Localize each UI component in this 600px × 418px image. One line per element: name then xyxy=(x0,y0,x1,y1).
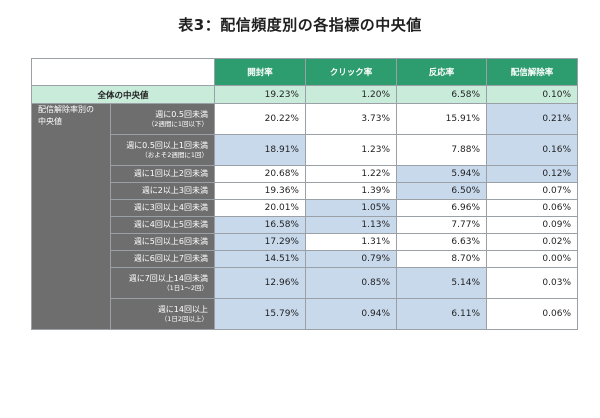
header-corner-cell xyxy=(31,58,215,86)
cell-unsubscribe-rate: 0.02% xyxy=(486,233,578,251)
header-row: 開封率 クリック率 反応率 配信解除率 xyxy=(31,58,578,86)
row-label-text: 週に0.5回以上1回未満 xyxy=(126,140,208,150)
cell-response-rate: 6.50% xyxy=(396,182,487,200)
cell-unsubscribe-rate: 0.09% xyxy=(486,216,578,234)
table-row: 週に4回以上5回未満 16.58% 1.13% 7.77% 0.09% xyxy=(32,216,578,234)
table-row: 週に14回以上 （1日2回以上） 15.79% 0.94% 6.11% 0.06% xyxy=(32,298,578,330)
table-row: 週に5回以上6回未満 17.29% 1.31% 6.63% 0.02% xyxy=(32,233,578,251)
cell-response-rate: 6.63% xyxy=(396,233,487,251)
table-row: 週に3回以上4回未満 20.01% 1.05% 6.96% 0.06% xyxy=(32,199,578,217)
cell-click-rate: 0.94% xyxy=(305,298,397,330)
cell-open-rate: 15.79% xyxy=(214,298,306,330)
table-row: 週に2以上3回未満 19.36% 1.39% 6.50% 0.07% xyxy=(32,182,578,200)
column-header-response-rate: 反応率 xyxy=(396,58,487,86)
group-label-cell: 配信解除率別の 中央値 xyxy=(31,103,111,330)
overall-median-row: 全体の中央値 19.23% 1.20% 6.58% 0.10% xyxy=(31,85,578,104)
overall-open-rate: 19.23% xyxy=(214,85,306,104)
row-label: 週に6回以上7回未満 xyxy=(110,250,215,268)
group-label-line1: 配信解除率別の xyxy=(38,105,94,114)
row-label: 週に2以上3回未満 xyxy=(110,182,215,200)
table-row: 週に0.5回以上1回未満 （およそ2週間に1回） 18.91% 1.23% 7.88% 0… xyxy=(32,134,578,166)
row-label-text: 週に3回以上4回未満 xyxy=(133,203,208,212)
cell-response-rate: 6.11% xyxy=(396,298,487,330)
row-label-subtext: （およそ2週間に1回） xyxy=(141,150,208,159)
row-label-text: 週に6回以上7回未満 xyxy=(133,254,208,263)
row-label: 週に0.5回未満 （2週間に1回以下） xyxy=(110,103,215,135)
cell-open-rate: 17.29% xyxy=(214,233,306,251)
cell-response-rate: 15.91% xyxy=(396,103,487,135)
cell-unsubscribe-rate: 0.06% xyxy=(486,199,578,217)
row-label-text: 週に0.5回未満 xyxy=(155,109,208,119)
row-label-subtext: （1日2回以上） xyxy=(160,314,208,323)
row-label: 週に7回以上14回未満 （1日1〜2回） xyxy=(110,267,215,299)
row-label-text: 週に2以上3回未満 xyxy=(141,186,208,195)
row-label: 週に3回以上4回未満 xyxy=(110,199,215,217)
cell-unsubscribe-rate: 0.03% xyxy=(486,267,578,299)
cell-open-rate: 20.68% xyxy=(214,165,306,183)
row-label-text: 週に14回以上 xyxy=(157,304,208,314)
cell-click-rate: 0.79% xyxy=(305,250,397,268)
cell-open-rate: 12.96% xyxy=(214,267,306,299)
cell-click-rate: 1.39% xyxy=(305,182,397,200)
row-label-subtext: （2週間に1回以下） xyxy=(147,119,208,128)
column-header-open-rate: 開封率 xyxy=(214,58,306,86)
row-label: 週に4回以上5回未満 xyxy=(110,216,215,234)
cell-click-rate: 1.22% xyxy=(305,165,397,183)
cell-click-rate: 1.13% xyxy=(305,216,397,234)
cell-click-rate: 1.23% xyxy=(305,134,397,166)
overall-click-rate: 1.20% xyxy=(305,85,397,104)
cell-unsubscribe-rate: 0.07% xyxy=(486,182,578,200)
cell-unsubscribe-rate: 0.06% xyxy=(486,298,578,330)
row-label: 週に1回以上2回未満 xyxy=(110,165,215,183)
cell-open-rate: 20.22% xyxy=(214,103,306,135)
overall-response-rate: 6.58% xyxy=(396,85,487,104)
overall-unsubscribe-rate: 0.10% xyxy=(486,85,578,104)
cell-open-rate: 18.91% xyxy=(214,134,306,166)
table-row: 配信解除率別の 中央値 週に0.5回未満 （2週間に1回以下） 20.22% 3.73% 1… xyxy=(31,103,578,330)
cell-response-rate: 5.94% xyxy=(396,165,487,183)
cell-open-rate: 14.51% xyxy=(214,250,306,268)
cell-response-rate: 7.77% xyxy=(396,216,487,234)
cell-unsubscribe-rate: 0.21% xyxy=(486,103,578,135)
table-row: 週に7回以上14回未満 （1日1〜2回） 12.96% 0.85% 5.14% 0.03% xyxy=(32,267,578,299)
cell-open-rate: 16.58% xyxy=(214,216,306,234)
group-label-line2: 中央値 xyxy=(38,117,62,126)
column-header-click-rate: クリック率 xyxy=(305,58,397,86)
row-label-text: 週に7回以上14回未満 xyxy=(128,273,208,283)
cell-response-rate: 6.96% xyxy=(396,199,487,217)
overall-median-label: 全体の中央値 xyxy=(31,85,215,104)
row-label: 週に5回以上6回未満 xyxy=(110,233,215,251)
cell-response-rate: 7.88% xyxy=(396,134,487,166)
cell-open-rate: 20.01% xyxy=(214,199,306,217)
cell-open-rate: 19.36% xyxy=(214,182,306,200)
cell-response-rate: 8.70% xyxy=(396,250,487,268)
row-label: 週に0.5回以上1回未満 （およそ2週間に1回） xyxy=(110,134,215,166)
table-row: 週に1回以上2回未満 20.68% 1.22% 5.94% 0.12% xyxy=(32,165,578,183)
cell-click-rate: 3.73% xyxy=(305,103,397,135)
cell-click-rate: 0.85% xyxy=(305,267,397,299)
row-label-subtext: （1日1〜2回） xyxy=(163,283,208,292)
row-label-text: 週に1回以上2回未満 xyxy=(133,169,208,178)
cell-click-rate: 1.05% xyxy=(305,199,397,217)
cell-click-rate: 1.31% xyxy=(305,233,397,251)
row-label-text: 週に5回以上6回未満 xyxy=(133,237,208,246)
column-header-unsubscribe-rate: 配信解除率 xyxy=(486,58,578,86)
table-row: 週に6回以上7回未満 14.51% 0.79% 8.70% 0.00% xyxy=(32,250,578,268)
row-label-text: 週に4回以上5回未満 xyxy=(133,220,208,229)
cell-unsubscribe-rate: 0.16% xyxy=(486,134,578,166)
cell-unsubscribe-rate: 0.00% xyxy=(486,250,578,268)
table-title: 表3：配信頻度別の各指標の中央値 xyxy=(178,16,422,34)
cell-response-rate: 5.14% xyxy=(396,267,487,299)
row-label: 週に14回以上 （1日2回以上） xyxy=(110,298,215,330)
cell-unsubscribe-rate: 0.12% xyxy=(486,165,578,183)
metrics-table: 開封率 クリック率 反応率 配信解除率 全体の中央値 19.23% 1.20% … xyxy=(31,58,578,330)
